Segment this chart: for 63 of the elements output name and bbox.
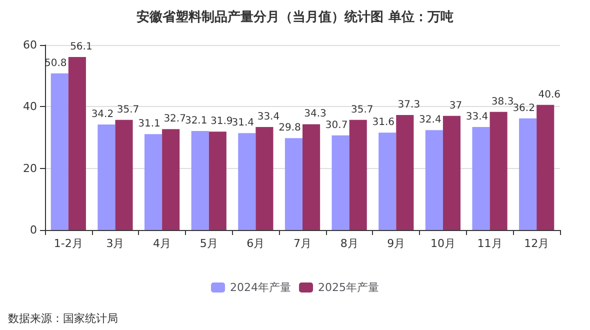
bar [50,73,68,230]
data-label: 40.6 [538,89,560,100]
data-label: 34.2 [91,109,114,120]
data-label: 33.4 [257,112,280,123]
data-label: 32.1 [184,116,208,127]
source-note: 数据来源：国家统计局 [8,312,118,325]
bar [162,129,180,230]
bar [378,132,396,230]
data-label: 38.3 [491,96,514,108]
bar [115,120,133,230]
bar [519,118,537,230]
x-tick-label: 11月 [477,237,502,250]
y-tick-label: 40 [23,100,37,114]
x-tick-label: 10月 [430,237,456,250]
bar [442,116,461,230]
data-label: 37.3 [398,99,420,110]
legend-label: 2025年产量 [318,281,379,294]
y-tick-label: 60 [23,38,37,52]
bar [208,132,226,230]
bar [472,127,490,230]
bar [238,133,256,230]
bar [284,138,302,230]
x-tick-label: 6月 [246,237,265,250]
data-label: 30.7 [325,120,348,131]
bar [396,114,414,230]
data-label: 31.9 [210,116,233,128]
bar [302,124,320,230]
x-tick-label: 7月 [294,237,312,250]
bar [332,135,350,230]
bar [191,131,209,230]
x-tick-label: 1-2月 [54,237,83,250]
data-label: 31.6 [372,117,394,128]
bar [256,127,274,230]
x-tick-label: 8月 [340,237,358,250]
data-label: 32.7 [164,114,186,125]
x-tick-label: 12月 [524,237,550,250]
data-label: 31.4 [232,118,254,129]
data-label: 36.2 [512,102,535,114]
data-label: 50.8 [44,58,67,69]
x-tick-label: 9月 [387,237,406,250]
x-tick-label: 4月 [153,237,172,250]
data-label: 35.7 [116,104,140,116]
data-label: 33.4 [466,112,488,123]
bar [536,104,554,230]
y-tick-label: 0 [30,224,37,236]
data-label: 37 [449,100,462,112]
data-label: 34.3 [304,108,326,120]
bar [349,120,367,230]
bar [68,57,86,230]
bar [98,124,116,230]
data-label: 29.8 [278,122,301,134]
data-label: 31.1 [138,118,160,130]
bar [490,112,508,230]
bar [425,130,443,230]
y-tick-label: 20 [23,162,37,175]
chart-title: 安徽省塑料制品产量分月（当月值）统计图 单位：万吨 [136,9,454,25]
x-tick-label: 3月 [106,237,124,250]
bar [144,134,162,230]
legend-label: 2024年产量 [230,281,292,294]
x-tick-label: 5月 [200,237,218,250]
data-label: 35.7 [350,104,374,116]
data-label: 56.1 [70,42,92,53]
data-label: 32.4 [419,114,442,126]
